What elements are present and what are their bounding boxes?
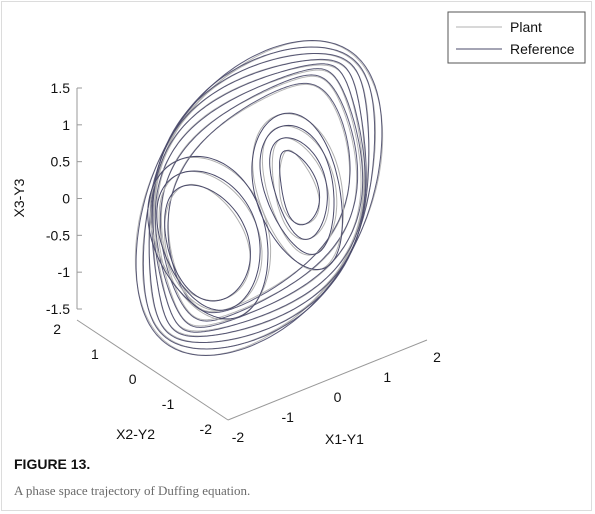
trajectory-orbit — [278, 149, 320, 225]
axes-group: -1.5 -1 -0.5 0 0.5 1 1.5 X3-Y3 -2 -1 0 1 2 X2-Y2 -2 -1 0… — [11, 80, 441, 447]
x-axis-label: X1-Y1 — [325, 431, 364, 447]
figure-caption-text: A phase space trajectory of Duffing equa… — [14, 483, 251, 498]
trajectory-orbit — [279, 150, 321, 226]
y-tick-label: 2 — [53, 321, 61, 337]
trajectory-orbit — [269, 137, 328, 240]
trajectory-orbit — [159, 74, 359, 322]
phase-space-plot: -1.5 -1 -0.5 0 0.5 1 1.5 X3-Y3 -2 -1 0 1 2 X2-Y2 -2 -1 0… — [11, 11, 586, 447]
trajectory-orbit — [164, 184, 251, 302]
z-tick-label: 0 — [62, 191, 70, 207]
trajectory-orbit — [251, 112, 343, 270]
legend-box — [447, 11, 586, 64]
trajectory-orbit — [156, 170, 261, 311]
z-tick-label: -1.5 — [46, 301, 70, 317]
z-tick-label: 1.5 — [51, 80, 71, 96]
trajectory-group — [134, 39, 384, 357]
x-tick-label: 2 — [433, 349, 441, 365]
trajectory-orbit — [148, 53, 370, 343]
y-tick-label: -1 — [162, 396, 175, 412]
trajectory-orbit — [134, 40, 384, 356]
trajectory-orbit — [151, 58, 367, 338]
x-tick-label: 0 — [334, 389, 342, 405]
trajectory-orbit — [252, 113, 344, 271]
trajectory-orbit — [167, 83, 351, 313]
trajectory-orbit — [259, 124, 335, 255]
trajectory-orbit — [154, 64, 364, 332]
x-tick-label: -1 — [282, 409, 295, 425]
y-axis-line — [76, 319, 229, 421]
legend: Plant Reference — [447, 11, 586, 64]
z-tick-label: 1 — [62, 117, 70, 133]
figure-caption-label: FIGURE 13. — [14, 456, 91, 472]
trajectory-orbit — [154, 68, 364, 328]
legend-label-plant: Plant — [510, 19, 542, 35]
y-tick-label: 1 — [91, 346, 99, 362]
trajectory-orbit — [152, 63, 366, 333]
z-tick-label: -1 — [58, 264, 71, 280]
trajectory-orbit — [147, 155, 269, 320]
y-tick-label: 0 — [129, 371, 137, 387]
y-tick-label: -2 — [200, 421, 213, 437]
z-tick-label: 0.5 — [51, 154, 71, 170]
y-axis-label: X2-Y2 — [116, 426, 155, 442]
x-tick-label: 1 — [383, 369, 391, 385]
x-tick-label: -2 — [232, 429, 245, 445]
z-axis-label: X3-Y3 — [11, 178, 27, 217]
x-axis-line — [227, 339, 428, 421]
trajectory-orbit — [148, 53, 370, 343]
trajectory-orbit — [156, 69, 362, 327]
trajectory-orbit — [167, 82, 351, 314]
legend-label-reference: Reference — [510, 41, 575, 57]
trajectory-orbit — [135, 39, 383, 357]
trajectory-orbit — [142, 46, 376, 350]
z-tick-label: -0.5 — [46, 227, 70, 243]
